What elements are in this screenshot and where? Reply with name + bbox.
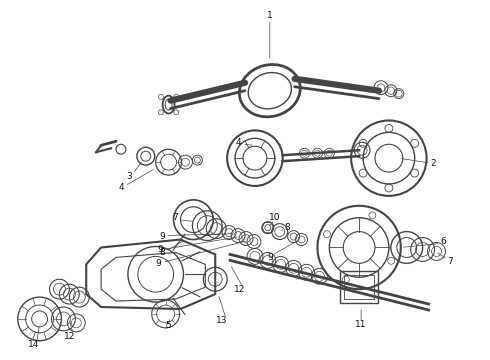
Text: 5: 5 (166, 321, 171, 330)
Text: 8: 8 (160, 248, 166, 257)
Text: 12: 12 (64, 332, 75, 341)
Text: 8: 8 (285, 223, 291, 232)
Text: 2: 2 (431, 159, 437, 168)
Text: 10: 10 (269, 213, 280, 222)
Text: 13: 13 (217, 316, 228, 325)
Text: 9: 9 (160, 232, 166, 241)
Text: 7: 7 (172, 213, 178, 222)
Text: 9: 9 (267, 253, 272, 262)
Text: 9: 9 (156, 259, 162, 268)
Text: 9: 9 (158, 245, 164, 254)
Text: 14: 14 (28, 340, 39, 349)
Bar (344, 275, 374, 299)
Text: 4: 4 (118, 184, 124, 193)
Text: 1: 1 (267, 11, 272, 20)
Text: 6: 6 (441, 237, 446, 246)
Text: 11: 11 (355, 320, 367, 329)
Text: 3: 3 (126, 171, 132, 180)
Text: 12: 12 (234, 285, 245, 294)
Text: 4: 4 (235, 138, 241, 147)
Bar (340, 271, 378, 303)
Text: 7: 7 (447, 257, 453, 266)
